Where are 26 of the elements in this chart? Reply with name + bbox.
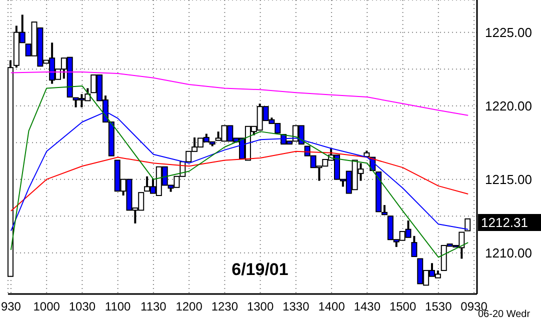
text: 06-20 Wedr [478,309,530,321]
candlestick [376,171,382,212]
y-tick-label: 1225.00 [485,24,532,40]
x-tick-label: 1230 [211,300,238,314]
candlestick [382,204,388,216]
x-tick-label: 1400 [318,300,346,314]
candlestick [464,218,471,232]
x-tick-label: 1330 [282,300,310,314]
x-tick-label: 1030 [68,300,96,314]
y-tick-label: 1220.00 [485,98,532,114]
line-series [10,150,469,212]
x-tick-label: 1130 [140,300,167,314]
line-series [10,72,469,116]
x-tick-label: 930 [0,300,22,314]
line-series [10,85,469,258]
x-tick-label: 1430 [354,300,381,314]
y-tick-label: 1210.00 [485,245,532,260]
x-tick-label: 1300 [246,300,274,314]
x-tick-label: 1000 [33,300,60,314]
annotation: 6/19/01 [230,260,290,280]
y-tick-label: 1215.00 [485,172,532,187]
x-tick-label: 1530 [425,300,452,314]
x-tick-label: 1200 [176,300,203,314]
x-tick-label: 1100 [104,300,132,314]
text: 1212.31 [478,214,541,231]
x-tick-label: 1500 [389,300,416,314]
